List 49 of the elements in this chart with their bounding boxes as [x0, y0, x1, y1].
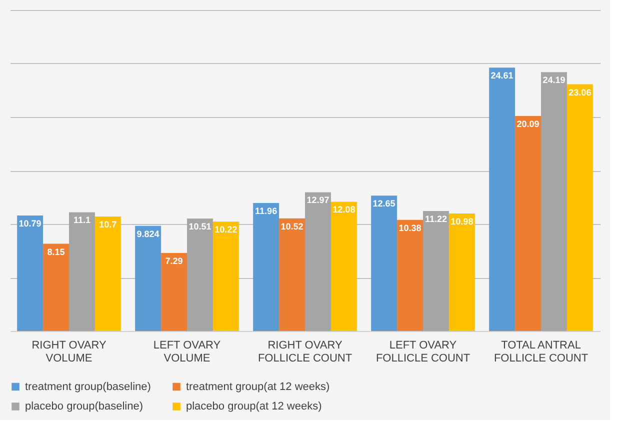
legend-label: treatment group(at 12 weeks): [186, 380, 330, 393]
data-label: 11.22: [424, 214, 447, 224]
bar: [541, 72, 567, 331]
data-label: 24.19: [542, 75, 566, 86]
bar: [43, 244, 69, 331]
bar: [515, 116, 541, 331]
x-tick-label: RIGHT OVARY FOLLICLE COUNT: [258, 340, 352, 364]
data-label: 10.51: [188, 222, 212, 232]
legend-label: treatment group(baseline): [25, 380, 151, 393]
bar: [94, 216, 121, 331]
data-label: 10.79: [18, 218, 42, 229]
data-label: 10.7: [99, 220, 117, 230]
bar: [397, 220, 423, 331]
bar: [330, 202, 357, 331]
bar: [448, 214, 475, 331]
data-label: 8.15: [47, 246, 65, 257]
bar: [566, 84, 593, 331]
data-label: 10.98: [450, 216, 474, 227]
data-label: 12.65: [372, 198, 396, 209]
data-label: 11.1: [73, 215, 90, 226]
data-label: 23.06: [568, 87, 592, 98]
bar: [253, 203, 280, 331]
bar: [305, 192, 331, 331]
bar: [17, 216, 44, 331]
bar: [423, 210, 449, 331]
data-label: 7.29: [165, 256, 183, 266]
bar: [161, 252, 187, 331]
data-label: 12.97: [306, 195, 330, 206]
x-tick-label: TOTAL ANTRAL FOLLICLE COUNT: [494, 340, 588, 364]
data-label: 10.22: [214, 224, 238, 235]
legend-label: placebo group(baseline): [25, 400, 144, 412]
legend-label: placebo group(at 12 weeks): [186, 400, 322, 412]
bar: [212, 222, 239, 331]
bar: [489, 68, 516, 331]
data-label: 9.824: [136, 228, 160, 239]
data-label: 12.08: [332, 204, 356, 215]
data-label: 24.61: [490, 70, 514, 81]
x-tick-label: LEFT OVARY FOLLICLE COUNT: [376, 340, 470, 364]
bar: [371, 196, 398, 331]
data-label: 10.52: [280, 221, 304, 232]
bar: [187, 218, 213, 331]
bar: [69, 212, 95, 331]
data-label: 10.38: [398, 222, 422, 233]
x-tick-label: RIGHT OVARY VOLUME: [32, 340, 107, 364]
data-label: 11.96: [255, 206, 278, 216]
bar: [279, 218, 305, 331]
x-tick-label: LEFT OVARY VOLUME: [153, 340, 222, 364]
data-label: 20.09: [516, 119, 540, 130]
bar: [135, 226, 162, 331]
